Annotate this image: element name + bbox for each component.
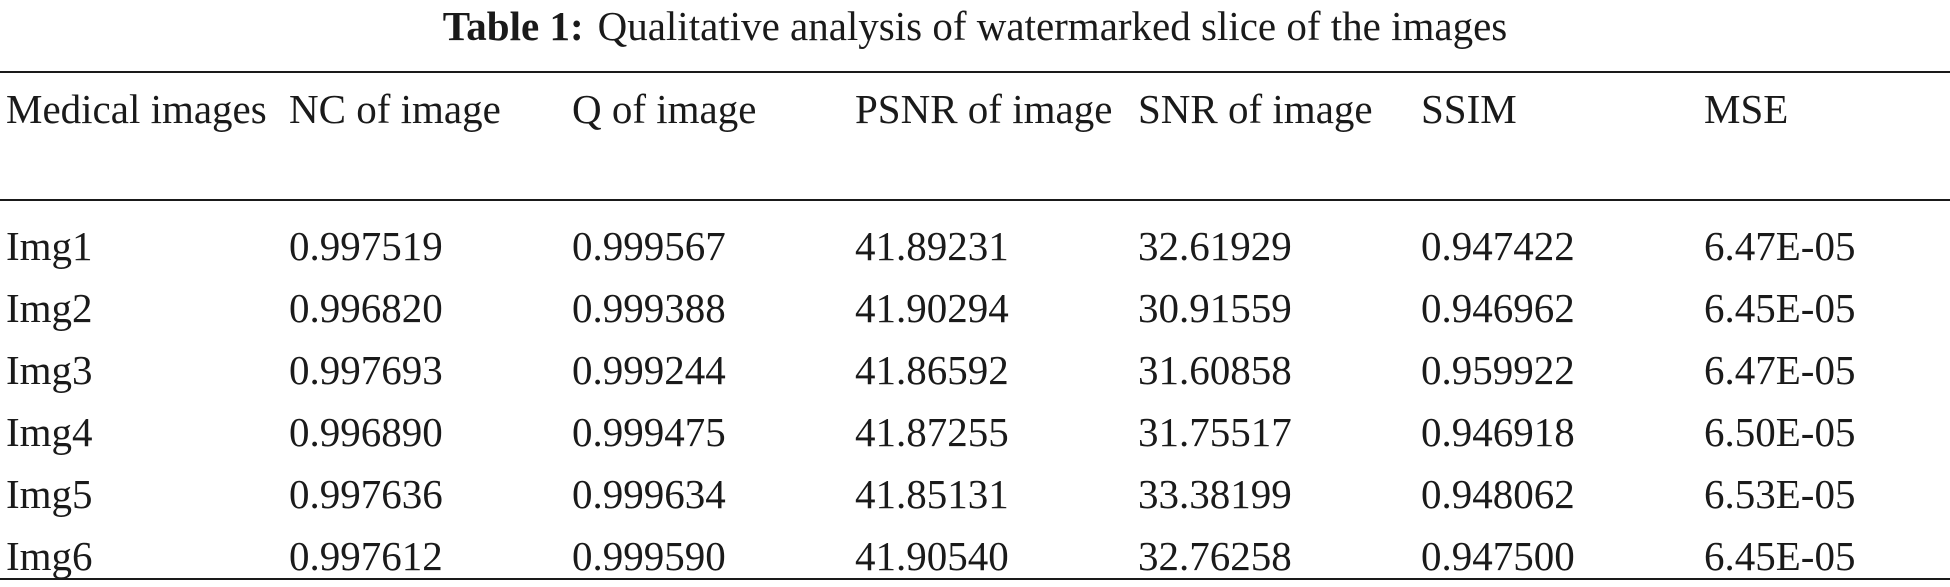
cell-psnr: 41.90294: [855, 285, 1009, 331]
cell-ssim: 0.948062: [1421, 471, 1575, 517]
cell-snr: 33.38199: [1138, 471, 1292, 517]
table-caption: Table 1: Qualitative analysis of watermar…: [0, 0, 1950, 50]
table-row: Img2 0.996820 0.999388 41.90294 30.91559…: [0, 277, 1950, 339]
cell-snr: 32.61929: [1138, 223, 1292, 269]
cell-q: 0.999244: [572, 347, 726, 393]
table-caption-label: Table 1:: [442, 3, 584, 49]
cell-image: Img3: [6, 347, 93, 393]
cell-mse: 6.45E-05: [1704, 533, 1856, 579]
cell-ssim: 0.959922: [1421, 347, 1575, 393]
cell-q: 0.999475: [572, 409, 726, 455]
cell-q: 0.999388: [572, 285, 726, 331]
header-nc: NC of image: [289, 86, 501, 132]
cell-image: Img2: [6, 285, 93, 331]
cell-psnr: 41.86592: [855, 347, 1009, 393]
cell-image: Img6: [6, 533, 93, 579]
cell-mse: 6.53E-05: [1704, 471, 1856, 517]
table-caption-text: Qualitative analysis of watermarked slic…: [597, 3, 1508, 49]
cell-image: Img4: [6, 409, 93, 455]
cell-image: Img1: [6, 223, 93, 269]
cell-snr: 31.75517: [1138, 409, 1292, 455]
header-q: Q of image: [572, 86, 757, 132]
cell-nc: 0.996890: [289, 409, 443, 455]
cell-snr: 30.91559: [1138, 285, 1292, 331]
cell-ssim: 0.946918: [1421, 409, 1575, 455]
table-header-rule: [0, 199, 1950, 201]
cell-q: 0.999590: [572, 533, 726, 579]
table-row: Img1 0.997519 0.999567 41.89231 32.61929…: [0, 209, 1950, 277]
cell-snr: 31.60858: [1138, 347, 1292, 393]
cell-psnr: 41.90540: [855, 533, 1009, 579]
cell-q: 0.999634: [572, 471, 726, 517]
header-snr: SNR of image: [1138, 86, 1373, 132]
table-header-row: Medical images NC of image Q of image PS…: [0, 73, 1950, 209]
cell-nc: 0.997612: [289, 533, 443, 579]
cell-image: Img5: [6, 471, 93, 517]
cell-ssim: 0.946962: [1421, 285, 1575, 331]
cell-nc: 0.997519: [289, 223, 443, 269]
table-row: Img3 0.997693 0.999244 41.86592 31.60858…: [0, 339, 1950, 401]
cell-psnr: 41.87255: [855, 409, 1009, 455]
header-mse: MSE: [1704, 86, 1789, 132]
table-row: Img4 0.996890 0.999475 41.87255 31.75517…: [0, 401, 1950, 463]
cell-nc: 0.997636: [289, 471, 443, 517]
table-bottom-rule: [0, 578, 1950, 580]
cell-mse: 6.47E-05: [1704, 223, 1856, 269]
header-medical-images: Medical images: [6, 86, 267, 132]
cell-mse: 6.45E-05: [1704, 285, 1856, 331]
header-ssim: SSIM: [1421, 86, 1517, 132]
table-row: Img6 0.997612 0.999590 41.90540 32.76258…: [0, 525, 1950, 587]
cell-mse: 6.47E-05: [1704, 347, 1856, 393]
table-top-rule: [0, 71, 1950, 73]
cell-q: 0.999567: [572, 223, 726, 269]
cell-ssim: 0.947422: [1421, 223, 1575, 269]
cell-mse: 6.50E-05: [1704, 409, 1856, 455]
cell-nc: 0.997693: [289, 347, 443, 393]
cell-psnr: 41.89231: [855, 223, 1009, 269]
cell-nc: 0.996820: [289, 285, 443, 331]
results-table: Medical images NC of image Q of image PS…: [0, 73, 1950, 587]
cell-psnr: 41.85131: [855, 471, 1009, 517]
header-psnr: PSNR of image: [855, 86, 1113, 132]
cell-snr: 32.76258: [1138, 533, 1292, 579]
table-row: Img5 0.997636 0.999634 41.85131 33.38199…: [0, 463, 1950, 525]
cell-ssim: 0.947500: [1421, 533, 1575, 579]
